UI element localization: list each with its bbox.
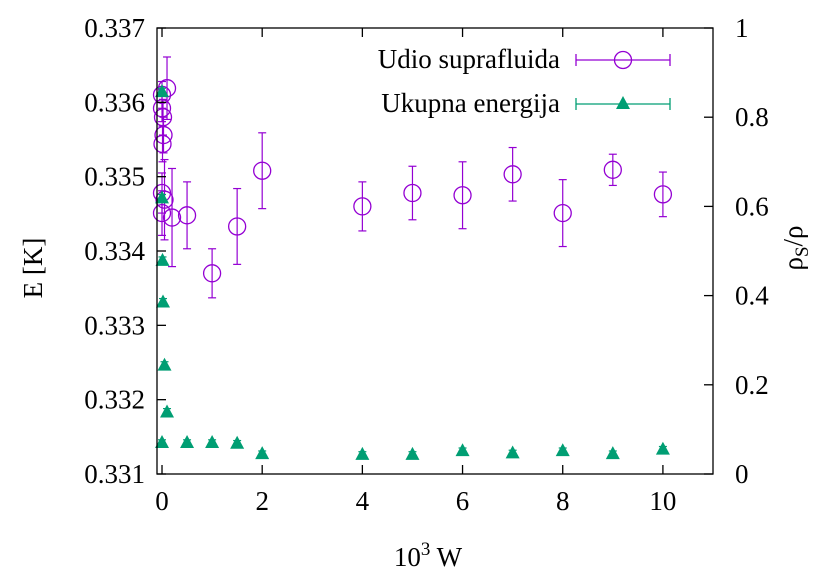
x-axis-label-rest: W (430, 542, 462, 572)
y-tick-label: 0.332 (84, 385, 145, 415)
energy-point (205, 435, 219, 448)
energy-point (156, 295, 170, 308)
energy-point (230, 436, 244, 449)
energy-point (656, 442, 670, 455)
legend-key-energy (576, 96, 670, 110)
energy-point (355, 447, 369, 460)
energy-point (180, 435, 194, 448)
energy-point (456, 443, 470, 456)
energy-point (556, 443, 570, 456)
y-tick-label: 0.335 (84, 162, 145, 192)
y2-axis-label-rest: /ρ (778, 225, 808, 246)
y2-tick-label: 1 (735, 13, 749, 43)
x-axis-label-base: 10 (394, 542, 421, 572)
x-tick-label: 4 (356, 486, 370, 516)
energy-point (160, 405, 174, 418)
legend: Udio suprafluida Ukupna energija (378, 44, 670, 118)
y-tick-label: 0.333 (84, 310, 145, 340)
y2-tick-label: 0.2 (735, 370, 769, 400)
x-tick-label: 0 (155, 486, 169, 516)
x-tick-label: 6 (456, 486, 470, 516)
y2-axis-label-base: ρ (778, 257, 808, 270)
energy-point (506, 445, 520, 458)
energy-point (606, 446, 620, 459)
legend-label-energy: Ukupna energija (381, 88, 560, 118)
y2-axis-label: ρS/ρ (778, 225, 813, 270)
y2-tick-label: 0.4 (735, 281, 769, 311)
y-tick-label: 0.334 (84, 236, 145, 266)
y-tick-label: 0.337 (84, 13, 145, 43)
energy-point (158, 358, 172, 371)
x-tick-label: 8 (556, 486, 570, 516)
x-tick-label: 2 (255, 486, 269, 516)
y2-tick-label: 0.8 (735, 102, 769, 132)
legend-label-superfluid: Udio suprafluida (378, 44, 560, 74)
y2-tick-label: 0 (735, 459, 749, 489)
y-axis-label: E [K] (18, 238, 48, 299)
x-tick-label: 10 (649, 486, 676, 516)
x-axis-label-sup: 3 (421, 539, 431, 560)
y2-tick-label: 0.6 (735, 191, 769, 221)
y2-axis-label-sub: S (792, 246, 813, 257)
y-tick-label: 0.336 (84, 87, 145, 117)
x-axis-label: 103 W (394, 539, 463, 572)
energy-point (255, 446, 269, 459)
legend-key-superfluid (576, 52, 670, 69)
y-tick-label: 0.331 (84, 459, 145, 489)
energy-point (405, 447, 419, 460)
legend-key-energy-marker (616, 96, 630, 109)
